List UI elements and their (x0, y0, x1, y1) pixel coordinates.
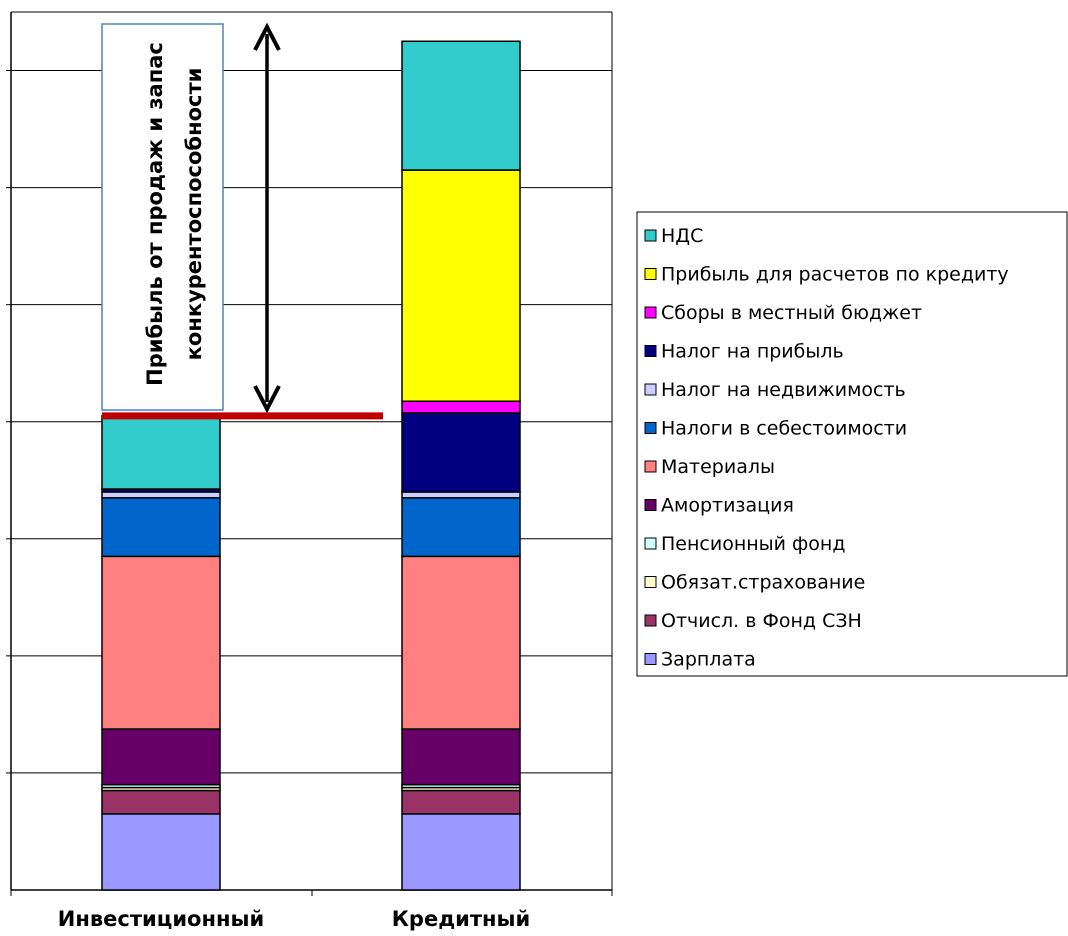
legend-item-label: Прибыль для расчетов по кредиту (661, 264, 1009, 286)
legend-swatch (645, 307, 656, 318)
legend-swatch (645, 384, 656, 395)
profit-annotation: Прибыль от продаж и запас конкурентоспос… (102, 24, 383, 416)
legend-swatch (645, 654, 656, 665)
x-axis-ticks (11, 890, 612, 896)
bar-segment (402, 492, 520, 498)
legend-swatch (645, 461, 656, 472)
legend-item-label: Налог на недвижимость (661, 379, 906, 401)
bar-segment (102, 729, 220, 785)
bar-segment (402, 41, 520, 170)
bar-segment (402, 170, 520, 401)
legend-swatch (645, 423, 656, 434)
legend-item-label: Налоги в себестоимости (661, 418, 907, 440)
bar-segment (102, 790, 220, 813)
legend-item-label: НДС (661, 225, 703, 247)
bar-segment (402, 498, 520, 557)
legend-swatch (645, 230, 656, 241)
bar-segment (102, 556, 220, 729)
legend: НДС Прибыль для расчетов по кредиту Сборы … (637, 212, 1067, 676)
bar-segment (402, 556, 520, 729)
annotation-text-line2: конкурентоспособности (182, 68, 206, 361)
category-label: Кредитный (392, 907, 531, 931)
bar-segment (402, 401, 520, 413)
bar-segment (102, 814, 220, 890)
legend-swatch (645, 269, 656, 280)
legend-item-label: Сборы в местный бюджет (661, 302, 922, 324)
legend-item-label: Материалы (661, 456, 775, 478)
bar-segment (402, 729, 520, 785)
bar-segment (402, 790, 520, 813)
legend-swatch (645, 615, 656, 626)
bar-segment (402, 814, 520, 890)
category-label: Инвестиционный (58, 907, 264, 931)
legend-item-label: Амортизация (661, 495, 794, 517)
legend-swatch (645, 538, 656, 549)
legend-swatch (645, 577, 656, 588)
bar-segment (102, 498, 220, 557)
legend-swatch (645, 346, 656, 357)
legend-item-label: Налог на прибыль (661, 341, 844, 363)
bar-segment (402, 413, 520, 492)
bar-segment (102, 492, 220, 498)
gridlines (6, 71, 612, 773)
legend-item-label: Пенсионный фонд (661, 533, 845, 555)
legend-item-label: Обязат.страхование (661, 572, 865, 594)
legend-item-label: Зарплата (661, 649, 756, 671)
legend-item-label: Отчисл. в Фонд СЗН (661, 610, 862, 632)
plot-area (11, 12, 612, 890)
x-axis-tick-labels: Инвестиционный Кредитный (58, 907, 530, 931)
legend-swatch (645, 500, 656, 511)
annotation-text-line1: Прибыль от продаж и запас (143, 42, 167, 386)
bar-segment (102, 416, 220, 489)
